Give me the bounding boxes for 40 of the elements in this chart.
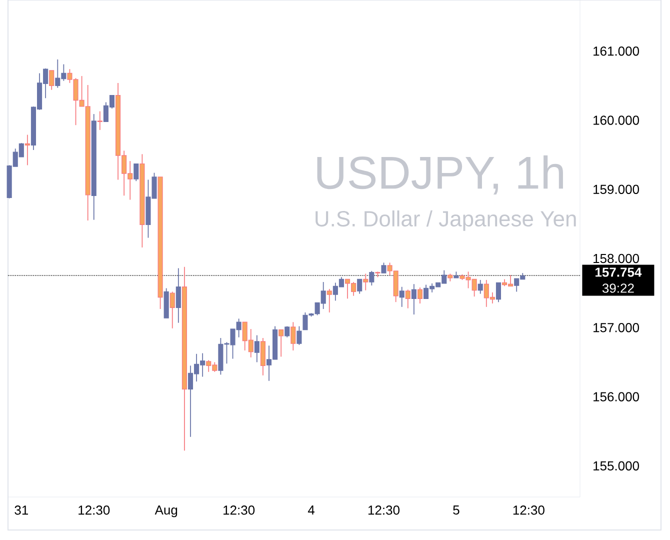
candlestick (97, 110, 102, 130)
y-tick-label: 158.000 (594, 254, 640, 264)
x-tick-label: 31 (14, 506, 28, 515)
candlestick (357, 278, 362, 294)
candlestick (478, 280, 483, 294)
candlestick (134, 163, 139, 182)
candlestick (49, 70, 54, 90)
text: USDJPY, 1h (317, 155, 563, 195)
candlestick (417, 287, 422, 304)
text: U.S. Dollar / Japanese Yen (316, 210, 576, 231)
x-tick-label: 12:30 (513, 506, 544, 515)
candlestick (290, 322, 296, 351)
candlestick (363, 273, 368, 291)
x-tick-label: 4 (308, 506, 315, 514)
candlestick (326, 288, 332, 313)
candlestick (24, 134, 30, 166)
candlestick (170, 291, 175, 329)
candlestick (399, 286, 404, 308)
x-tick-label: 12:30 (78, 506, 110, 515)
y-tick-label: 160.000 (594, 116, 640, 125)
candlestick (405, 289, 410, 309)
x-tick-label: 12:30 (368, 506, 400, 515)
x-tick-label: 12:30 (224, 506, 255, 515)
x-tick-label: 5 (453, 506, 460, 515)
y-tick-label: 161.000 (594, 46, 640, 56)
candlestick (411, 284, 416, 315)
ref-line-label: 157.754 (596, 268, 642, 277)
candlestick (176, 268, 181, 324)
candlestick (496, 282, 502, 303)
y-tick-label: 155.000 (594, 461, 640, 470)
y-tick-label: 159.000 (594, 184, 640, 194)
candlestick (278, 329, 284, 358)
text: 39:22 (602, 284, 634, 293)
candlestick (254, 334, 260, 363)
candlestick (369, 270, 374, 286)
y-tick-label: 157.000 (594, 323, 640, 332)
y-tick-label: 156.000 (594, 392, 640, 402)
x-tick-label: Aug (154, 506, 178, 518)
candlestick (381, 262, 386, 274)
candlestick (296, 326, 302, 346)
